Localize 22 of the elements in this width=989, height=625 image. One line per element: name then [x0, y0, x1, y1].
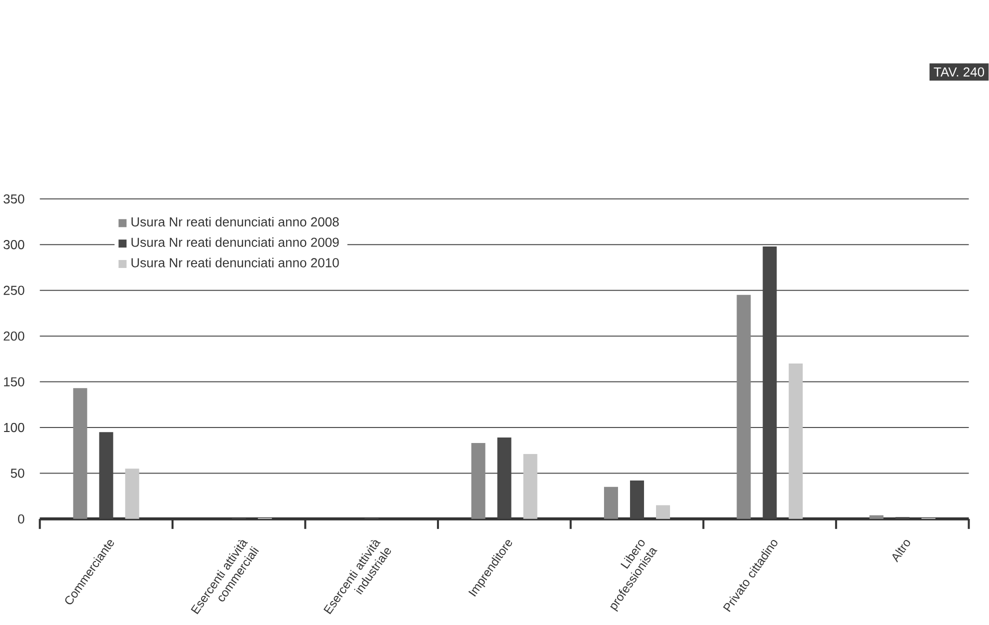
bar	[604, 486, 618, 519]
y-tick-label: 0	[18, 514, 24, 524]
y-tick-label: 200	[4, 331, 24, 341]
y-tick-label: 50	[10, 468, 24, 478]
bar	[869, 515, 884, 519]
legend-label: Usura Nr reati denunciati anno 2010	[132, 258, 339, 268]
y-tick-label: 150	[4, 377, 24, 386]
y-tick-label: 300	[4, 240, 24, 250]
bar	[736, 294, 751, 519]
y-tick-label: 100	[4, 422, 24, 432]
bar	[788, 364, 803, 519]
y-tick-label: 250	[4, 286, 24, 295]
bar	[471, 443, 486, 519]
legend-label: Usura Nr reati denunciati anno 2009	[132, 237, 339, 247]
bar	[630, 480, 644, 519]
text: TAV. 240	[934, 67, 984, 77]
y-tick-label: 350	[4, 194, 24, 204]
bar	[73, 388, 88, 519]
bar	[656, 505, 670, 519]
bar	[523, 454, 538, 519]
bar	[125, 468, 140, 519]
legend-label: Usura Nr reati denunciati anno 2008	[132, 216, 339, 226]
